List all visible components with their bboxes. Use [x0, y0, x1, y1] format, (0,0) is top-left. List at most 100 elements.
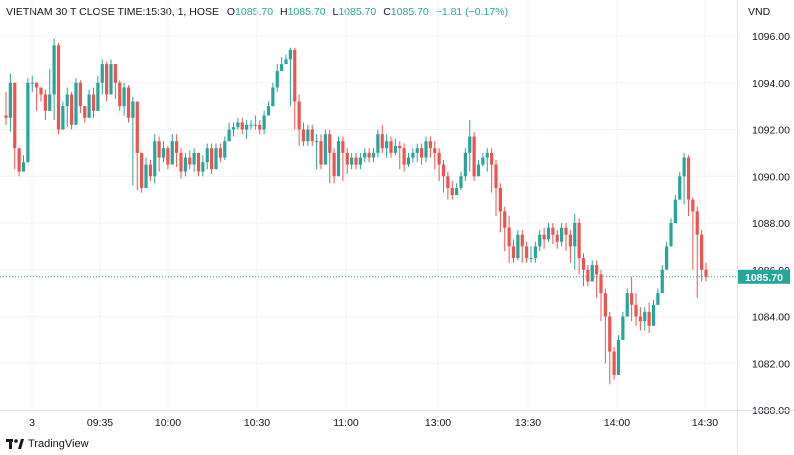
candle-body [643, 311, 647, 322]
x-tick-label: 10:30 [244, 417, 270, 429]
candle-body [135, 101, 139, 153]
candle-body [586, 269, 590, 282]
candle-body [275, 71, 279, 88]
candle-body [682, 157, 686, 177]
candle-body [13, 82, 17, 149]
candle-body [363, 152, 367, 158]
candle-body [581, 258, 586, 270]
candle-body [284, 59, 288, 65]
candle-body [485, 152, 489, 158]
candle-body [651, 304, 656, 326]
candle-body [367, 152, 371, 158]
y-tick-label: 1096.00 [752, 31, 790, 43]
change-value: −1.81 (−0.17%) [435, 6, 509, 18]
candle-body [503, 211, 507, 228]
candle-body [218, 148, 222, 158]
candle-body [656, 293, 660, 305]
candle-body [433, 148, 437, 153]
candle-body [153, 141, 157, 177]
candle-body [446, 176, 450, 188]
tradingview-logo-icon [6, 439, 24, 449]
candle-body [122, 87, 126, 107]
candle-body [100, 64, 104, 83]
candle-body [398, 145, 402, 149]
candle-body [26, 82, 30, 163]
x-tick-label: 09:35 [87, 417, 113, 429]
candle-body [472, 136, 476, 177]
candle-body [306, 129, 310, 142]
candle-body [437, 152, 441, 165]
candle-body [183, 157, 187, 172]
candle-body [525, 246, 529, 259]
candle-body [258, 124, 262, 130]
candle-body [599, 274, 603, 294]
candle-body [660, 269, 664, 294]
candle-body [231, 127, 236, 130]
candle-body [669, 223, 673, 247]
candle-body [236, 122, 240, 128]
candle-body [546, 227, 551, 240]
candle-body [476, 164, 481, 177]
candle-body [498, 187, 502, 212]
candle-body [424, 141, 428, 158]
candle-body [516, 234, 520, 259]
candle-body [573, 223, 577, 247]
candle-body [616, 339, 621, 375]
last-price-label: 1085.70 [745, 272, 783, 284]
candle-body [61, 106, 65, 130]
candle-body [630, 293, 634, 305]
candle-body [96, 82, 100, 111]
candle-body [192, 152, 196, 165]
close-value: 1085.70 [390, 6, 429, 18]
candle-body [201, 162, 205, 172]
candle-body [21, 162, 26, 172]
candle-body [459, 176, 463, 188]
candle-body [240, 122, 244, 130]
tradingview-brand[interactable]: TradingView [6, 438, 89, 450]
candle-body [420, 148, 424, 158]
candle-body [249, 124, 253, 126]
x-tick-label: 14:00 [604, 417, 630, 429]
candle-body [673, 199, 677, 224]
candle-body [319, 141, 323, 165]
candle-body [393, 145, 397, 153]
candle-body [8, 82, 12, 118]
y-tick-label: 1082.00 [752, 358, 790, 370]
candle-body [70, 94, 74, 125]
y-tick-label: 1084.00 [752, 312, 790, 324]
candle-body [323, 134, 327, 165]
candle-body [590, 265, 594, 282]
candle-body [48, 94, 52, 111]
candle-body [463, 152, 467, 177]
candle-body [533, 246, 537, 259]
candle-body [612, 351, 616, 375]
candle-body [542, 234, 546, 240]
candle-body [91, 94, 96, 111]
candle-body [555, 234, 559, 242]
candle-body [52, 45, 56, 95]
open-label: O [226, 6, 236, 18]
x-tick-label: 13:30 [515, 417, 541, 429]
low-label: L [332, 6, 339, 18]
candle-body [245, 124, 249, 130]
candle-body [223, 141, 227, 158]
y-tick-label: 1092.00 [752, 125, 790, 137]
candle-body [385, 141, 389, 149]
candle-body [494, 164, 498, 188]
candle-body [481, 157, 485, 165]
candle-body [131, 101, 135, 118]
candle-body [577, 223, 581, 259]
candle-body [490, 152, 494, 165]
candle-body [271, 87, 275, 107]
last-price-badge [738, 269, 790, 284]
candle-body [608, 316, 612, 352]
candle-body [568, 234, 572, 247]
candle-body [538, 234, 542, 247]
x-tick-label: 3 [29, 417, 35, 429]
candle-body [341, 141, 345, 153]
candle-body [74, 82, 78, 125]
candle-body [35, 82, 39, 88]
candle-body [288, 50, 292, 60]
candle-body [227, 129, 231, 142]
